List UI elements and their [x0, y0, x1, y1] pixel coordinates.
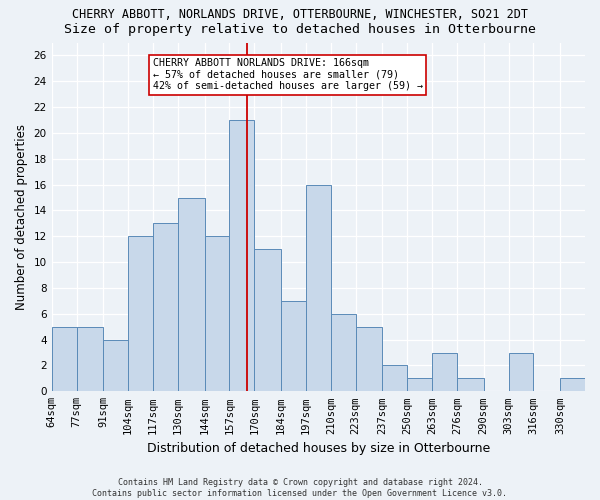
Y-axis label: Number of detached properties: Number of detached properties	[15, 124, 28, 310]
Bar	[77, 326, 103, 392]
Bar	[128, 236, 153, 392]
Text: CHERRY ABBOTT NORLANDS DRIVE: 166sqm
← 57% of detached houses are smaller (79)
4: CHERRY ABBOTT NORLANDS DRIVE: 166sqm ← 5…	[153, 58, 423, 91]
Bar	[382, 366, 407, 392]
Bar	[103, 340, 128, 392]
Bar	[52, 326, 77, 392]
Bar	[457, 378, 484, 392]
Text: Contains HM Land Registry data © Crown copyright and database right 2024.
Contai: Contains HM Land Registry data © Crown c…	[92, 478, 508, 498]
Text: CHERRY ABBOTT, NORLANDS DRIVE, OTTERBOURNE, WINCHESTER, SO21 2DT: CHERRY ABBOTT, NORLANDS DRIVE, OTTERBOUR…	[72, 8, 528, 20]
Text: Size of property relative to detached houses in Otterbourne: Size of property relative to detached ho…	[64, 22, 536, 36]
X-axis label: Distribution of detached houses by size in Otterbourne: Distribution of detached houses by size …	[147, 442, 490, 455]
Bar	[560, 378, 585, 392]
Bar	[407, 378, 432, 392]
Bar	[432, 352, 457, 392]
Bar	[229, 120, 254, 392]
Bar	[178, 198, 205, 392]
Bar	[281, 301, 306, 392]
Bar	[254, 249, 281, 392]
Bar	[205, 236, 229, 392]
Bar	[331, 314, 356, 392]
Bar	[153, 224, 178, 392]
Bar	[356, 326, 382, 392]
Bar	[306, 184, 331, 392]
Bar	[509, 352, 533, 392]
